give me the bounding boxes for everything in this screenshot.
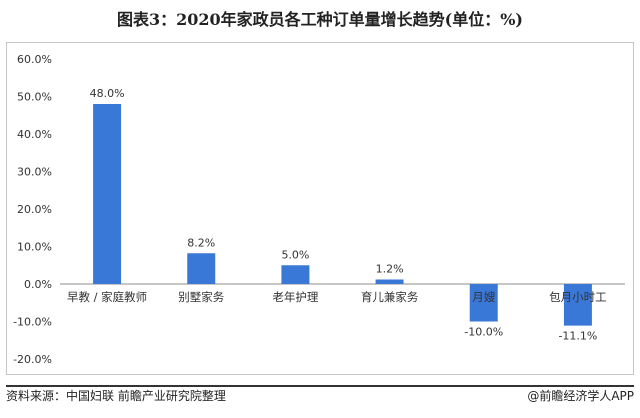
bar [469, 284, 498, 322]
y-tick-label: 20.0% [17, 203, 52, 216]
x-tick-label: 别墅家务 [178, 290, 224, 304]
chart-title: 图表3：2020年家政员各工种订单量增长趋势(单位：%) [116, 10, 523, 29]
y-tick-label: 40.0% [17, 128, 52, 141]
y-tick-label: -10.0% [13, 316, 52, 329]
x-tick-label: 包月小时工 [549, 290, 607, 304]
data-label: -11.1% [558, 330, 597, 343]
bar [93, 104, 122, 284]
bar [563, 284, 592, 326]
y-tick-label: 60.0% [17, 53, 52, 66]
footer-divider [6, 385, 634, 387]
x-tick-label: 早教 / 家庭教师 [67, 290, 147, 304]
y-tick-label: 30.0% [17, 166, 52, 179]
bar [187, 253, 216, 284]
x-tick-label: 老年护理 [272, 290, 318, 304]
brand-credit: @前瞻经济学人APP [527, 389, 634, 403]
x-tick-label: 育儿兼家务 [361, 290, 419, 304]
y-tick-label: 0.0% [24, 278, 52, 291]
y-tick-label: -20.0% [13, 353, 52, 366]
source-note: 资料来源：中国妇联 前瞻产业研究院整理 [6, 389, 226, 403]
data-label: 1.2% [376, 263, 404, 276]
bar [281, 265, 310, 284]
data-label: 5.0% [281, 248, 309, 261]
bar [375, 279, 404, 284]
data-label: -10.0% [464, 326, 503, 339]
data-label: 48.0% [90, 87, 125, 100]
data-label: 8.2% [187, 236, 215, 249]
y-tick-label: 10.0% [17, 241, 52, 254]
y-tick-label: 50.0% [17, 91, 52, 104]
footer: 资料来源：中国妇联 前瞻产业研究院整理 @前瞻经济学人APP [6, 385, 634, 407]
x-tick-label: 月嫂 [472, 290, 495, 304]
